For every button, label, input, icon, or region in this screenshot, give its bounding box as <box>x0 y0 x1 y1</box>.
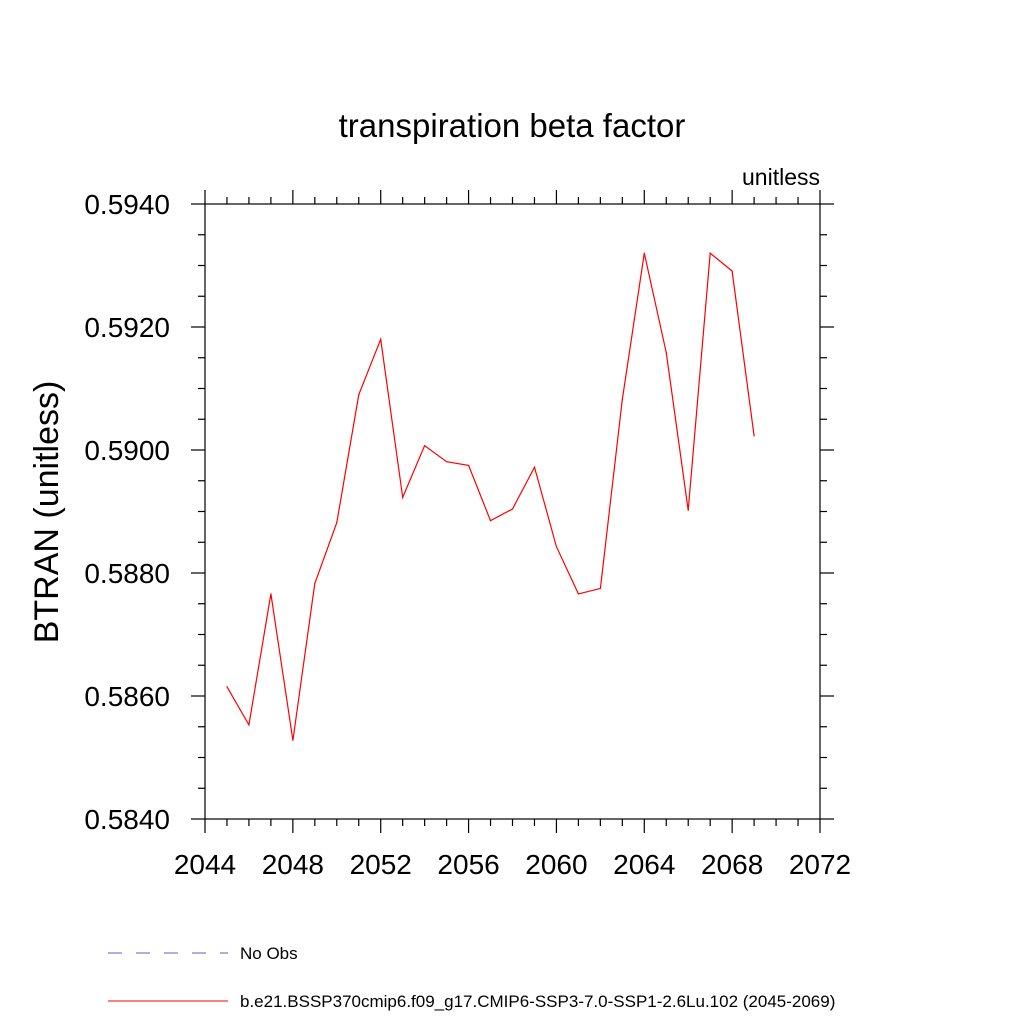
data-point <box>467 464 470 466</box>
y-tick-label: 0.5840 <box>84 804 170 835</box>
data-point <box>687 509 689 511</box>
y-tick-label: 0.5940 <box>84 189 170 220</box>
legend-label-model: b.e21.BSSP370cmip6.f09_g17.CMIP6-SSP3-7.… <box>240 992 835 1011</box>
data-point <box>270 593 272 595</box>
x-tick-label: 2064 <box>613 849 675 880</box>
chart-title: transpiration beta factor <box>339 107 686 144</box>
x-tick-label: 2072 <box>789 849 851 880</box>
data-point <box>599 587 601 589</box>
y-tick-label: 0.5860 <box>84 681 170 712</box>
plot-frame <box>204 203 821 820</box>
data-point <box>665 352 667 354</box>
data-point <box>577 593 579 595</box>
x-tick-label: 2052 <box>350 849 412 880</box>
data-point <box>533 466 536 468</box>
data-point <box>555 545 558 548</box>
units-label: unitless <box>742 164 820 190</box>
x-tick-label: 2068 <box>701 849 763 880</box>
data-point <box>731 270 733 272</box>
x-tick-label: 2060 <box>525 849 587 880</box>
y-tick-label: 0.5900 <box>84 435 170 466</box>
data-point <box>292 739 294 741</box>
data-point <box>248 724 250 726</box>
data-point <box>511 508 514 510</box>
x-tick-label: 2048 <box>262 849 324 880</box>
data-point <box>621 398 623 401</box>
y-tick-label: 0.5880 <box>84 558 170 589</box>
data-point <box>314 582 316 585</box>
data-point <box>226 686 228 688</box>
data-point <box>424 445 426 447</box>
axis-ticks: 2044 2048 2052 2056 2060 2064 2068 2072 0.5840 0.… <box>84 189 851 880</box>
y-tick-label: 0.5920 <box>84 312 170 343</box>
legend: No Obs b.e21.BSSP370cmip6.f09_g17.CMIP6-… <box>108 944 835 1011</box>
series-layer <box>226 252 755 741</box>
data-point <box>709 252 711 254</box>
x-tick-label: 2056 <box>437 849 499 880</box>
data-point <box>336 521 338 524</box>
data-point <box>402 496 404 498</box>
series-line <box>226 252 755 741</box>
data-point <box>489 520 492 522</box>
legend-label-no-obs: No Obs <box>240 944 298 963</box>
data-point <box>446 461 448 463</box>
data-point <box>358 394 360 396</box>
y-axis-label: BTRAN (unitless) <box>28 381 66 644</box>
data-point <box>753 435 755 437</box>
x-tick-label: 2044 <box>174 849 236 880</box>
data-point <box>643 252 645 254</box>
data-point <box>380 338 382 340</box>
